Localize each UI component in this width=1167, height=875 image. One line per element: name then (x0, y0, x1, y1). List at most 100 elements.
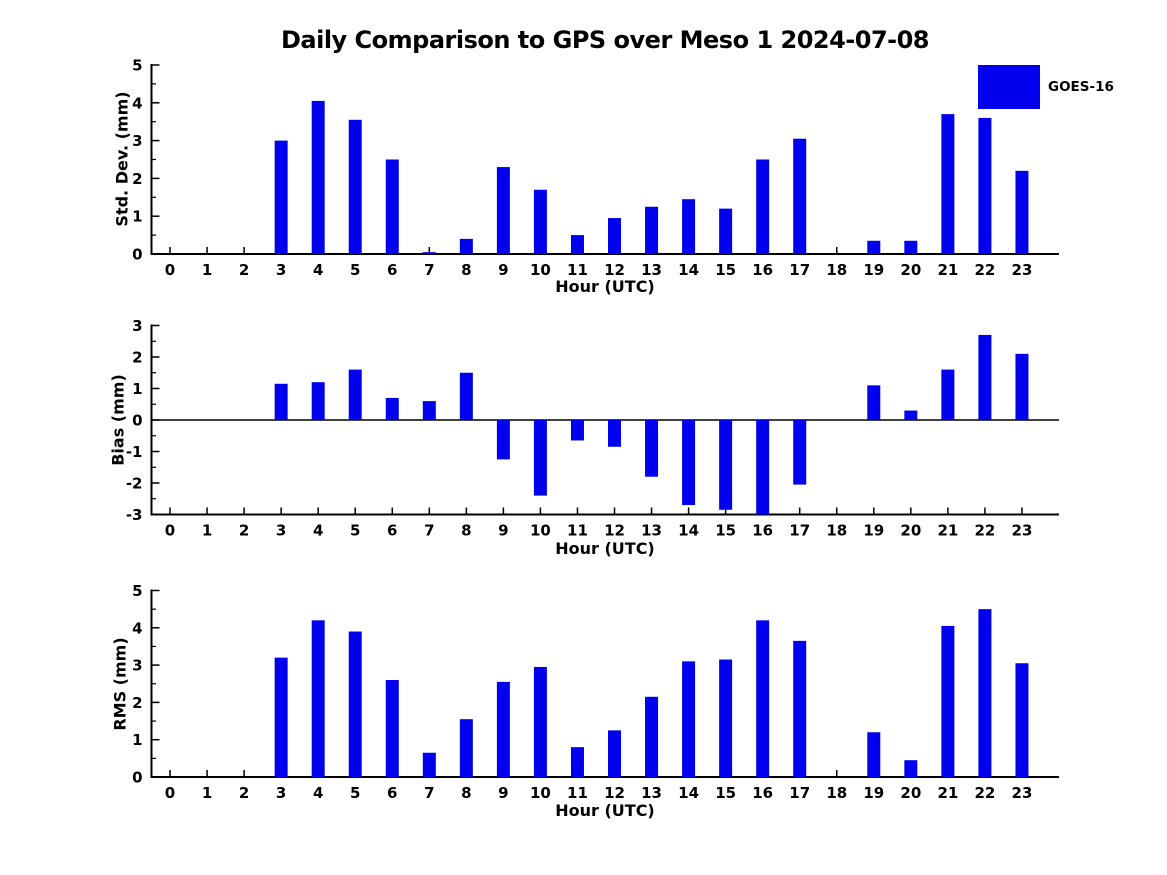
x-tick-label: 14 (678, 261, 699, 279)
x-tick-label: 11 (567, 522, 588, 540)
xlabel-bias: Hour (UTC) (555, 539, 655, 558)
legend-swatch-goes16 (978, 65, 1040, 109)
bar-hour-11 (570, 420, 584, 441)
xlabel-rms: Hour (UTC) (555, 801, 655, 820)
bar-hour-20 (904, 410, 918, 420)
x-tick-label: 19 (863, 784, 884, 802)
bar-hour-8 (459, 238, 473, 254)
bar-hour-19 (867, 732, 881, 777)
x-tick-label: 23 (1012, 522, 1033, 540)
x-tick-label: 2 (239, 522, 249, 540)
x-tick-label: 20 (900, 784, 921, 802)
bar-hour-7 (422, 752, 436, 777)
bar-hour-4 (311, 620, 325, 777)
x-tick-label: 1 (202, 784, 212, 802)
bar-hour-16 (756, 159, 770, 254)
x-tick-label: 21 (937, 261, 958, 279)
x-tick-label: 0 (165, 522, 175, 540)
x-tick-label: 14 (678, 522, 699, 540)
bar-hour-21 (941, 625, 955, 777)
x-tick-label: 9 (498, 784, 508, 802)
bar-hour-3 (274, 657, 288, 777)
bar-hour-13 (645, 420, 659, 477)
x-tick-label: 2 (239, 261, 249, 279)
bar-hour-5 (348, 369, 362, 420)
bar-hour-23 (1015, 170, 1029, 254)
x-tick-label: 17 (789, 784, 810, 802)
x-tick-label: 3 (276, 522, 286, 540)
x-tick-label: 21 (937, 522, 958, 540)
bar-hour-20 (904, 760, 918, 777)
x-tick-label: 10 (530, 784, 551, 802)
x-tick-label: 4 (313, 261, 323, 279)
bar-hour-17 (793, 640, 807, 777)
bar-hour-10 (533, 666, 547, 777)
bar-hour-22 (978, 334, 992, 420)
x-tick-label: 20 (900, 261, 921, 279)
x-tick-label: 5 (350, 261, 360, 279)
bar-hour-22 (978, 117, 992, 254)
x-tick-label: 10 (530, 522, 551, 540)
x-tick-label: 17 (789, 261, 810, 279)
bar-hour-10 (533, 420, 547, 496)
x-tick-label: 7 (424, 784, 434, 802)
bar-hour-11 (570, 747, 584, 777)
y-tick-label: 4 (132, 94, 142, 112)
bar-hour-5 (348, 119, 362, 254)
bar-hour-9 (496, 167, 510, 254)
bar-hour-6 (385, 159, 399, 254)
x-tick-label: 3 (276, 784, 286, 802)
bar-hour-6 (385, 680, 399, 777)
bar-hour-20 (904, 240, 918, 254)
x-tick-label: 12 (604, 784, 625, 802)
x-tick-label: 14 (678, 784, 699, 802)
x-tick-label: 7 (424, 261, 434, 279)
y-tick-label: -3 (126, 506, 143, 524)
y-tick-label: 3 (132, 657, 142, 675)
x-tick-label: 8 (461, 522, 471, 540)
x-tick-label: 23 (1012, 261, 1033, 279)
y-tick-label: -2 (126, 475, 143, 493)
bar-hour-4 (311, 382, 325, 420)
bar-hour-10 (533, 189, 547, 254)
x-tick-label: 9 (498, 522, 508, 540)
x-tick-label: 5 (350, 522, 360, 540)
bar-hour-12 (608, 730, 622, 777)
x-tick-label: 18 (826, 261, 847, 279)
xlabel-std-dev: Hour (UTC) (555, 277, 655, 296)
bar-hour-13 (645, 696, 659, 777)
y-tick-label: 5 (132, 582, 142, 600)
x-tick-label: 13 (641, 784, 662, 802)
bar-hour-14 (682, 420, 696, 506)
bar-hour-7 (422, 401, 436, 420)
x-tick-label: 16 (752, 261, 773, 279)
x-tick-label: 19 (863, 522, 884, 540)
bar-hour-7 (422, 252, 436, 254)
bar-hour-9 (496, 420, 510, 460)
bar-hour-19 (867, 385, 881, 420)
y-tick-label: 3 (132, 317, 142, 335)
bar-hour-12 (608, 420, 622, 447)
bar-hour-17 (793, 420, 807, 485)
x-tick-label: 13 (641, 261, 662, 279)
x-tick-label: 15 (715, 784, 736, 802)
x-tick-label: 20 (900, 522, 921, 540)
x-tick-label: 8 (461, 261, 471, 279)
bar-hour-23 (1015, 663, 1029, 777)
x-tick-label: 4 (313, 522, 323, 540)
x-tick-label: 11 (567, 784, 588, 802)
y-tick-label: 4 (132, 619, 142, 637)
x-tick-label: 1 (202, 261, 212, 279)
bar-hour-13 (645, 206, 659, 254)
bar-hour-8 (459, 719, 473, 777)
bar-hour-21 (941, 369, 955, 420)
bar-hour-17 (793, 138, 807, 254)
bar-hour-14 (682, 199, 696, 254)
x-tick-label: 22 (974, 261, 995, 279)
bar-hour-11 (570, 235, 584, 254)
y-tick-label: 1 (132, 731, 142, 749)
x-tick-label: 8 (461, 784, 471, 802)
x-tick-label: 15 (715, 261, 736, 279)
